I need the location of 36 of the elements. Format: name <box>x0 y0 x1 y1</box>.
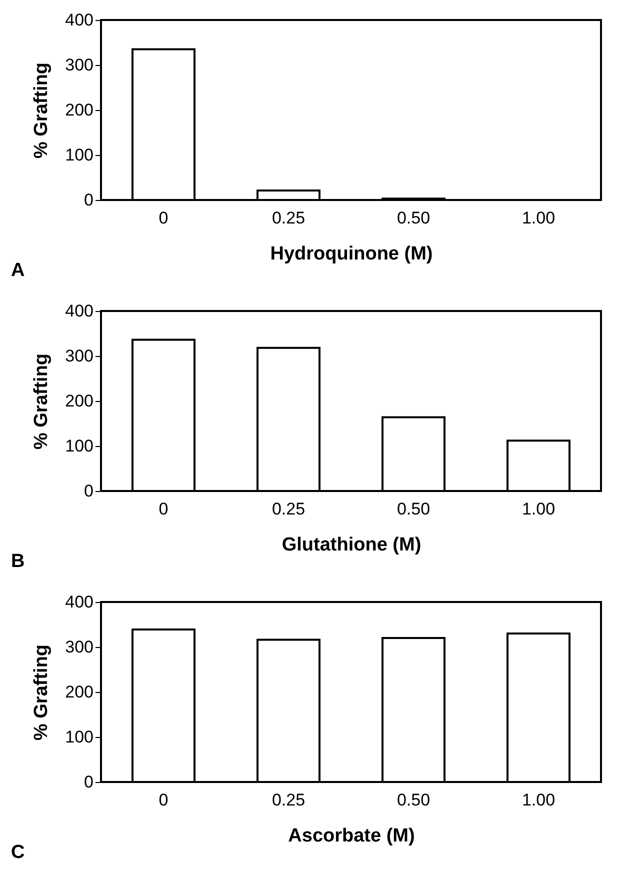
x-tick-label: 0 <box>158 208 168 228</box>
x-axis-title: Glutathione (M) <box>282 534 422 556</box>
y-tick-label: 100 <box>65 436 94 456</box>
text: A <box>11 260 25 281</box>
x-tick-label: 1.00 <box>522 208 556 228</box>
y-tick-label: 0 <box>84 190 94 210</box>
y-tick-label: 200 <box>65 392 94 410</box>
y-tick-label: 300 <box>65 56 94 74</box>
y-tick-label: 400 <box>65 592 94 612</box>
y-tick-label: 0 <box>84 772 94 792</box>
y-tick-label: 100 <box>65 146 94 164</box>
x-tick-label: 0.50 <box>396 790 430 810</box>
y-tick-label: 200 <box>65 682 94 702</box>
x-tick-label: 0.25 <box>272 208 306 228</box>
y-tick-label: 100 <box>65 728 94 746</box>
y-tick-label: 400 <box>65 10 94 30</box>
y-tick-label: 200 <box>65 100 94 120</box>
y-tick-label: 0 <box>84 482 94 500</box>
x-tick-label: 0 <box>158 500 168 518</box>
x-axis-title: Hydroquinone (M) <box>270 244 433 264</box>
x-tick-label: 0.50 <box>396 208 430 228</box>
x-tick-label: 0.25 <box>272 790 306 810</box>
x-tick-label: 1.00 <box>522 500 556 518</box>
y-axis-title: % Grafting <box>31 353 52 450</box>
x-tick-label: 1.00 <box>522 790 556 810</box>
y-tick-label: 400 <box>65 302 94 320</box>
y-axis-title: % Grafting <box>31 62 52 159</box>
y-axis-title: % Grafting <box>31 644 52 741</box>
text: B <box>11 551 25 572</box>
text: C <box>11 842 25 863</box>
x-tick-label: 0.25 <box>272 500 306 518</box>
x-tick-label: 0 <box>158 790 168 810</box>
y-tick-label: 300 <box>65 346 94 366</box>
y-tick-label: 300 <box>65 638 94 656</box>
x-tick-label: 0.50 <box>396 500 430 518</box>
x-axis-title: Ascorbate (M) <box>288 826 415 846</box>
